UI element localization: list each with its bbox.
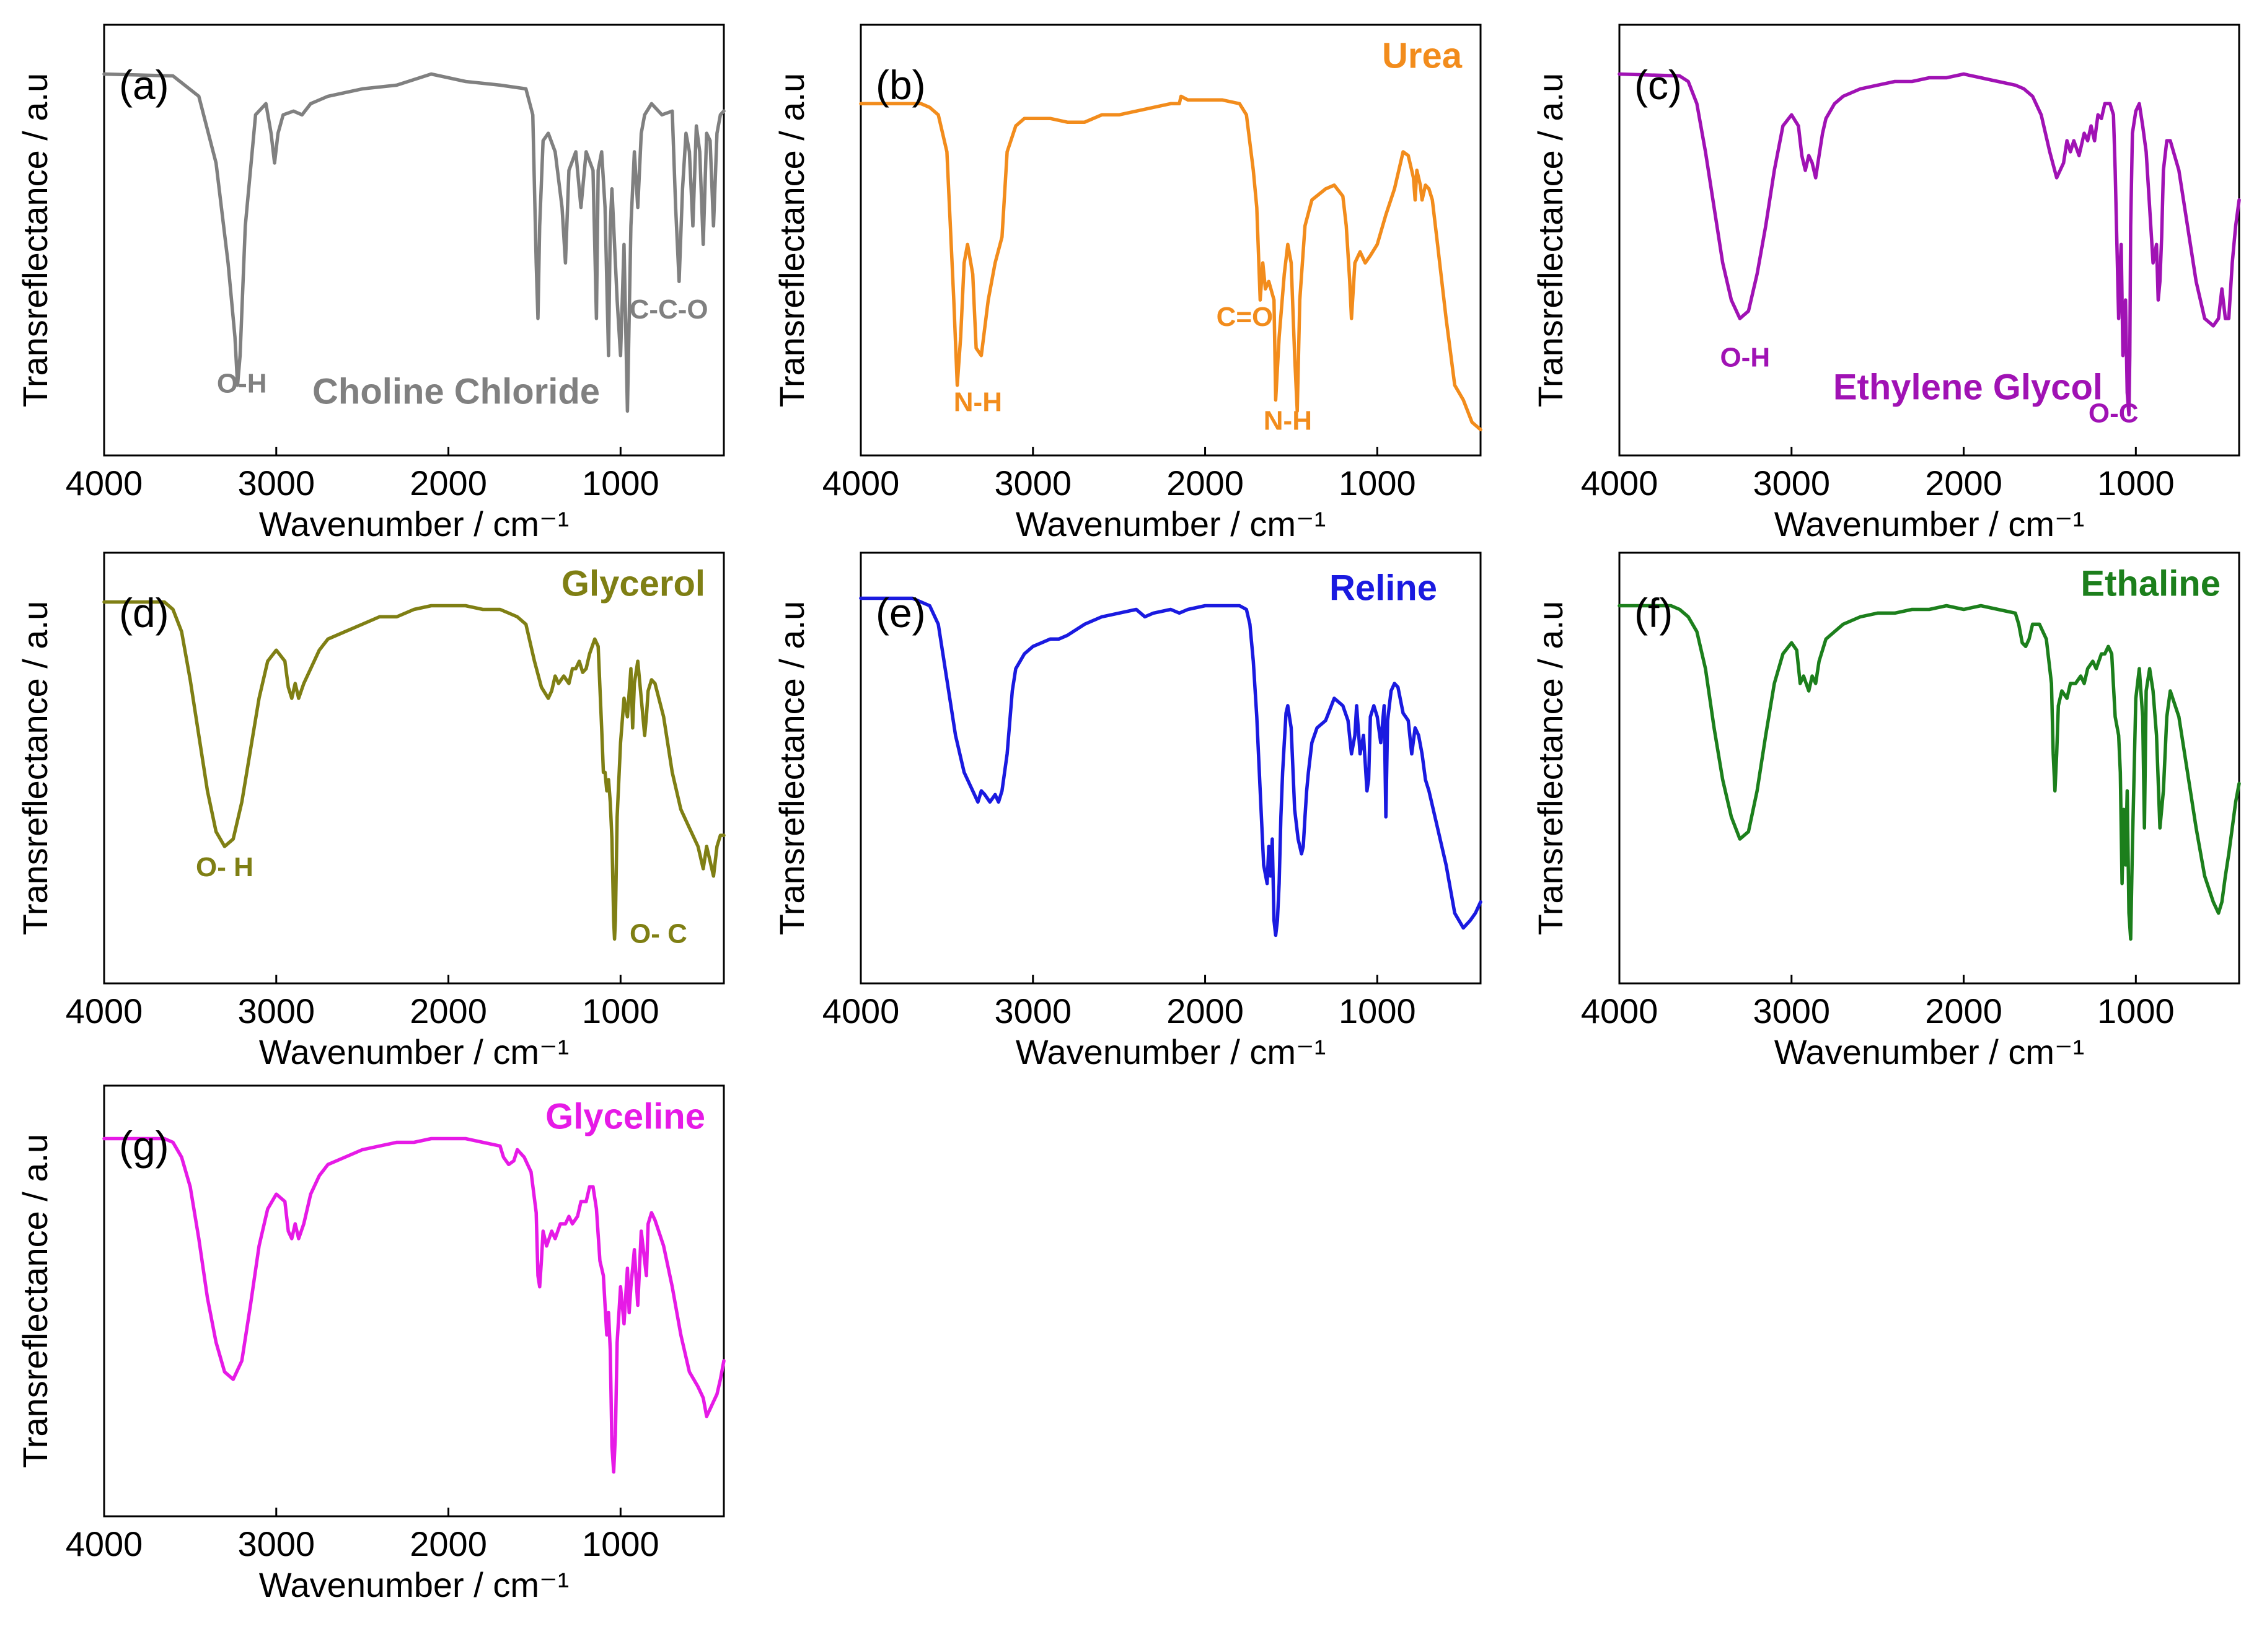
- x-tick-label: 3000: [1753, 991, 1830, 1030]
- x-tick-label: 2000: [410, 1524, 487, 1563]
- plot-frame: [1618, 551, 2240, 985]
- panel-c: 4000 3000 2000 1000 Wavenumber / cm⁻¹ Transre…: [1531, 24, 2241, 543]
- peak-annotation: O- C: [630, 918, 687, 949]
- x-axis-label: Wavenumber / cm⁻¹: [259, 1032, 569, 1071]
- peak-annotation: C=O: [1217, 302, 1274, 332]
- x-axis-label: Wavenumber / cm⁻¹: [259, 1565, 569, 1604]
- legend-label: Ethylene Glycol: [1833, 367, 2103, 408]
- x-tick-label: 4000: [822, 464, 900, 503]
- x-axis-label: Wavenumber / cm⁻¹: [1016, 504, 1326, 543]
- peak-annotation: O-H: [1720, 343, 1770, 373]
- plot-frame: [103, 1084, 725, 1518]
- x-axis-label: Wavenumber / cm⁻¹: [259, 504, 569, 543]
- plot-frame: [860, 551, 1482, 985]
- x-tick-label: 2000: [410, 464, 487, 503]
- legend-label: Ethaline: [2080, 564, 2221, 604]
- x-tick-label: 1000: [2097, 464, 2175, 503]
- legend-label: Glycerol: [561, 564, 705, 604]
- x-tick-label: 2000: [1925, 991, 2002, 1030]
- x-axis-label: Wavenumber / cm⁻¹: [1774, 1032, 2084, 1071]
- x-tick-label: 4000: [1581, 464, 1658, 503]
- peak-annotation: O-H: [217, 369, 267, 399]
- x-tick-label: 1000: [582, 991, 659, 1030]
- panel-label: (g): [119, 1123, 169, 1169]
- plot-frame: [103, 551, 725, 985]
- x-tick-label: 4000: [1581, 991, 1658, 1030]
- x-tick-label: 2000: [410, 991, 487, 1030]
- legend-label: Urea: [1382, 36, 1463, 76]
- y-axis-label: Transreflectance / a.u: [15, 73, 55, 408]
- x-tick-label: 3000: [237, 464, 315, 503]
- y-axis-label: Transreflectance / a.u: [772, 73, 811, 408]
- spectrum-line: [102, 1136, 726, 1474]
- x-tick-label: 1000: [2097, 991, 2175, 1030]
- x-tick-label: 1000: [582, 464, 659, 503]
- x-tick-label: 4000: [66, 1524, 143, 1563]
- x-tick-label: 3000: [994, 464, 1072, 503]
- panel-label: (c): [1634, 62, 1682, 108]
- y-axis-label: Transreflectance / a.u: [15, 1134, 55, 1469]
- x-tick-label: 1000: [582, 1524, 659, 1563]
- y-axis-label: Transreflectance / a.u: [1531, 73, 1570, 408]
- peak-annotation: N-H: [1264, 405, 1312, 436]
- x-tick-label: 3000: [1753, 464, 1830, 503]
- x-tick-label: 2000: [1166, 991, 1244, 1030]
- x-tick-label: 3000: [237, 1524, 315, 1563]
- x-tick-label: 4000: [66, 464, 143, 503]
- panel-a: 4000 3000 2000 1000 Wavenumber / cm⁻¹ Transre…: [15, 24, 726, 543]
- x-tick-label: 3000: [237, 991, 315, 1030]
- spectrum-line: [1618, 72, 2241, 417]
- panel-label: (d): [119, 590, 169, 636]
- plot-frame: [1618, 24, 2240, 457]
- x-tick-label: 4000: [822, 991, 900, 1030]
- panel-e: 4000 3000 2000 1000 Wavenumber / cm⁻¹ Transre…: [772, 551, 1482, 1071]
- panel-d: 4000 3000 2000 1000 Wavenumber / cm⁻¹ Transre…: [15, 551, 726, 1071]
- y-axis-label: Transreflectance / a.u: [15, 601, 55, 936]
- x-tick-label: 3000: [994, 991, 1072, 1030]
- panel-b: 4000 3000 2000 1000 Wavenumber / cm⁻¹ Transre…: [772, 24, 1482, 543]
- x-tick-label: 1000: [1339, 991, 1416, 1030]
- x-tick-label: 2000: [1166, 464, 1244, 503]
- spectrum-line: [102, 600, 726, 941]
- spectrum-line: [1618, 604, 2241, 941]
- panel-label: (a): [119, 62, 169, 108]
- panel-label: (b): [876, 62, 926, 108]
- panel-label: (e): [876, 590, 926, 636]
- x-axis-label: Wavenumber / cm⁻¹: [1774, 504, 2084, 543]
- spectrum-line: [859, 94, 1482, 432]
- legend-label: Choline Chloride: [312, 372, 600, 412]
- legend-label: Reline: [1329, 568, 1437, 608]
- plot-frame: [103, 24, 725, 457]
- spectrum-line: [102, 72, 726, 413]
- peak-annotation: C-C-O: [630, 294, 708, 325]
- y-axis-label: Transreflectance / a.u: [1531, 601, 1570, 936]
- spectrum-line: [859, 596, 1482, 938]
- x-tick-label: 2000: [1925, 464, 2002, 503]
- y-axis-label: Transreflectance / a.u: [772, 601, 811, 936]
- peak-annotation: O- H: [196, 852, 253, 882]
- plot-frame: [860, 24, 1482, 457]
- panel-label: (f): [1634, 590, 1673, 636]
- panel-f: 4000 3000 2000 1000 Wavenumber / cm⁻¹ Transre…: [1531, 551, 2241, 1071]
- x-axis-label: Wavenumber / cm⁻¹: [1016, 1032, 1326, 1071]
- panel-g: 4000 3000 2000 1000 Wavenumber / cm⁻¹ Transre…: [15, 1084, 726, 1604]
- x-tick-label: 4000: [66, 991, 143, 1030]
- x-tick-label: 1000: [1339, 464, 1416, 503]
- peak-annotation: N-H: [954, 387, 1002, 417]
- peak-annotation: O-C: [2089, 398, 2139, 428]
- legend-label: Glyceline: [545, 1097, 705, 1137]
